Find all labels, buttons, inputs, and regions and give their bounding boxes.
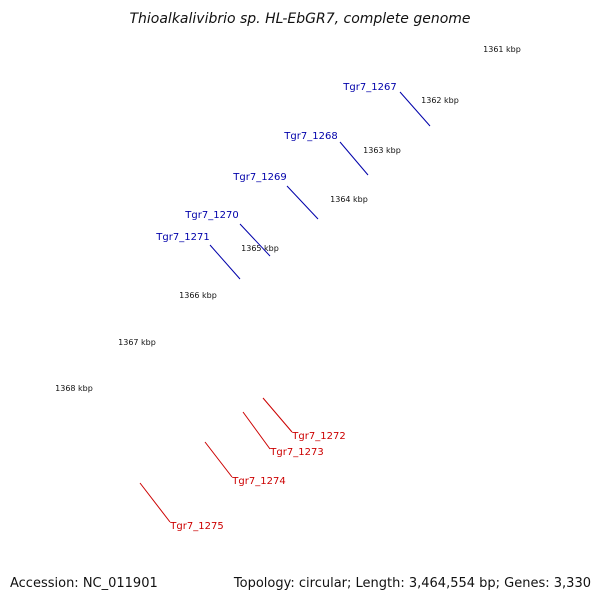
tick-label: 1361 kbp	[483, 45, 521, 54]
tick-label: 1368 kbp	[55, 384, 93, 393]
gene-label: Tgr7_1270	[184, 210, 238, 221]
map-title: Thioalkalivibrio sp. HL-EbGR7, complete …	[129, 11, 470, 27]
gene-labels: Tgr7_1267 Tgr7_1268 Tgr7_1269 Tgr7_1270 Tgr7…	[139, 82, 431, 532]
tick-label: 1364 kbp	[330, 195, 368, 204]
gene-label-leader	[286, 185, 319, 220]
tick-label: 1365 kbp	[241, 244, 279, 253]
tick-label: 1366 kbp	[179, 291, 217, 300]
gene-label-leader	[204, 441, 233, 478]
gene-label-leader	[339, 141, 369, 176]
tick-labels: 1361 kbp 1362 kbp 1363 kbp 1364 kbp 1365 kbp…	[55, 45, 521, 393]
gene-label: Tgr7_1274	[231, 476, 285, 487]
genome-info-text: Topology: circular; Length: 3,464,554 bp…	[233, 576, 591, 591]
gene-label: Tgr7_1268	[283, 131, 337, 142]
gene-label-leader	[242, 411, 271, 450]
gene-label: Tgr7_1273	[269, 447, 323, 458]
gene-label: Tgr7_1271	[155, 232, 209, 243]
tick-label: 1363 kbp	[363, 146, 401, 155]
tick-label: 1362 kbp	[421, 96, 459, 105]
gene-label: Tgr7_1267	[342, 82, 396, 93]
accession-text: Accession: NC_011901	[10, 576, 158, 591]
gene-label: Tgr7_1269	[232, 172, 286, 183]
gene-label-leader	[399, 91, 431, 127]
gene-label-leader	[139, 482, 171, 523]
gene-label: Tgr7_1275	[169, 521, 223, 532]
gene-label-leader	[209, 244, 241, 280]
tick-label: 1367 kbp	[118, 338, 156, 347]
gene-label: Tgr7_1272	[291, 431, 345, 442]
gene-label-leader	[262, 397, 293, 433]
gene-label-leader	[239, 223, 271, 257]
